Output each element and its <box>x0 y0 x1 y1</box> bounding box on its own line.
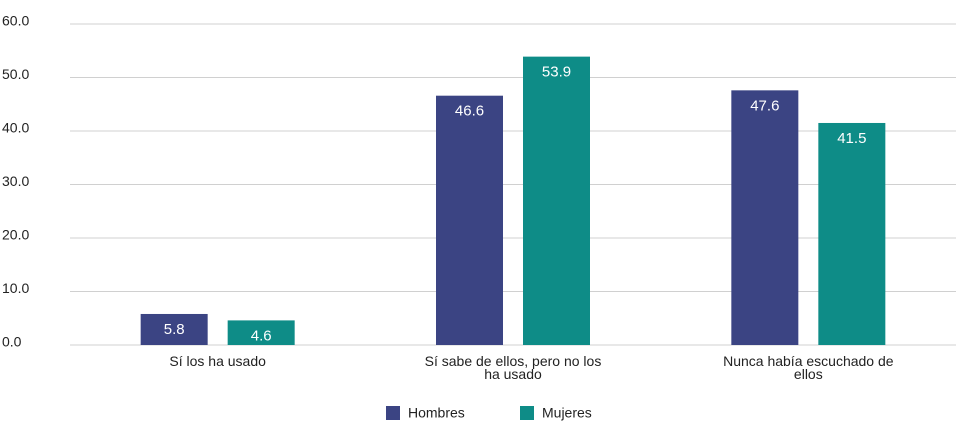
y-tick-label: 50.0 <box>2 66 29 82</box>
legend-swatch <box>386 406 400 420</box>
legend-label: Hombres <box>408 405 465 421</box>
bar <box>523 56 590 345</box>
value-label: 4.6 <box>251 327 272 344</box>
legend-swatch <box>520 406 534 420</box>
y-tick-label: 60.0 <box>2 13 29 29</box>
y-tick-label: 30.0 <box>2 173 29 189</box>
x-tick-label: Sí los ha usado <box>169 353 266 369</box>
y-tick-label: 40.0 <box>2 120 29 136</box>
bar <box>731 90 799 345</box>
value-label: 47.6 <box>750 97 779 114</box>
value-label: 53.9 <box>542 64 571 81</box>
legend-label: Mujeres <box>542 405 592 421</box>
value-label: 5.8 <box>164 321 185 338</box>
y-tick-label: 20.0 <box>2 227 29 243</box>
y-tick-label: 0.0 <box>2 334 22 350</box>
bar <box>818 122 886 345</box>
x-tick-label: Nunca había escuchado de ellos <box>723 353 894 382</box>
x-tick-label: Sí sabe de ellos, pero no los ha usado <box>424 353 602 382</box>
bar <box>140 313 208 345</box>
bar <box>227 320 295 345</box>
y-tick-label: 10.0 <box>2 280 29 296</box>
value-label: 41.5 <box>837 130 866 147</box>
bar <box>436 95 503 345</box>
value-label: 46.6 <box>455 103 484 120</box>
